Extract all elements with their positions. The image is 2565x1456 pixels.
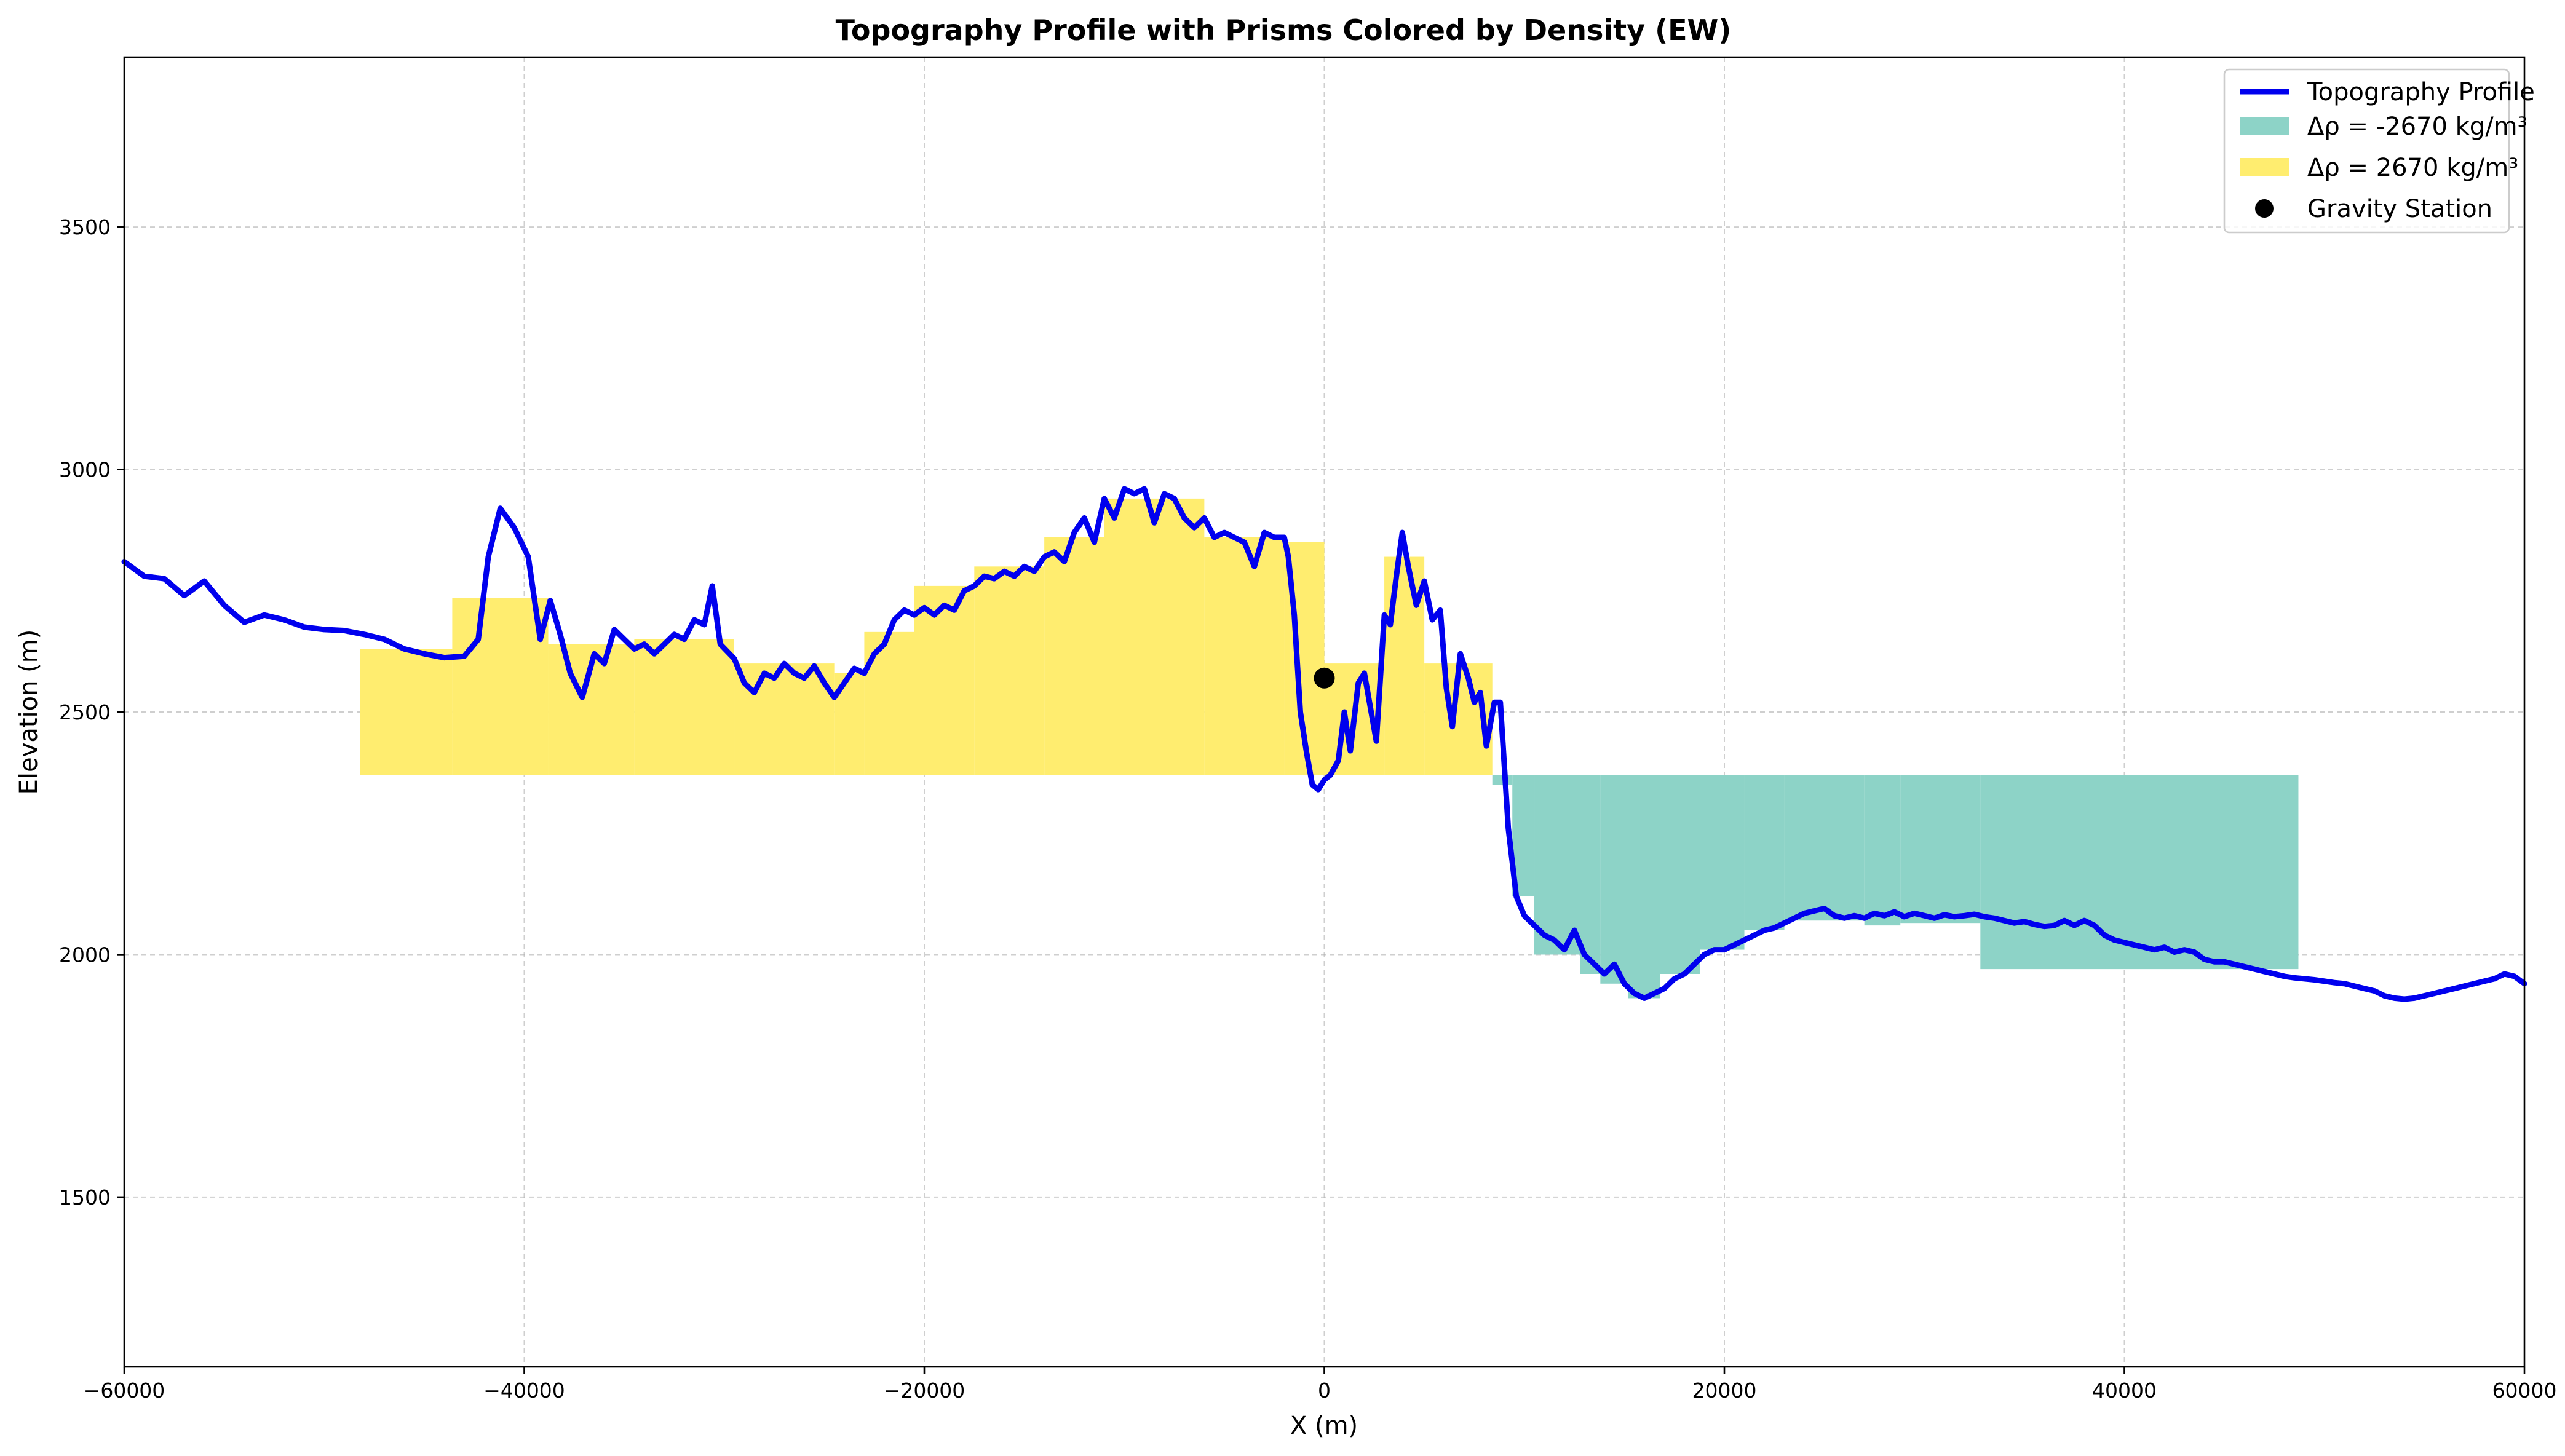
prism-negative-9 <box>1785 775 1865 921</box>
prism-positive-14 <box>1384 557 1424 775</box>
prism-positive-9 <box>1044 537 1104 775</box>
y-tick-label-0: 1500 <box>59 1185 111 1209</box>
gravity-station-point <box>1314 668 1335 689</box>
x-axis-label: X (m) <box>1290 1412 1358 1440</box>
station-layer <box>1314 668 1335 689</box>
prism-positive-0 <box>360 649 453 775</box>
legend-swatch-positive <box>2240 158 2289 176</box>
x-tick-label-0: −60000 <box>84 1379 165 1403</box>
prism-positive-8 <box>974 566 1044 775</box>
prism-positive-11 <box>1204 537 1284 775</box>
prism-negative-11 <box>1900 775 1980 924</box>
prism-negative-12 <box>1980 775 2298 970</box>
x-tick-label-2: −20000 <box>884 1379 965 1403</box>
legend-label-positive-density: Δρ = 2670 kg/m³ <box>2307 154 2518 182</box>
x-tick-label-5: 40000 <box>2092 1379 2157 1403</box>
prism-positive-3 <box>634 639 734 775</box>
prism-negative-10 <box>1865 775 1901 926</box>
prism-negative-5 <box>1628 775 1660 999</box>
legend-label-topography: Topography Profile <box>2307 78 2535 106</box>
y-axis-label: Elevation (m) <box>15 630 43 795</box>
x-tick-label-6: 60000 <box>2492 1379 2557 1403</box>
y-tick-label-2: 2500 <box>59 700 111 724</box>
prism-positive-1 <box>452 598 548 775</box>
legend-swatch-negative <box>2240 117 2289 135</box>
x-tick-label-1: −40000 <box>483 1379 565 1403</box>
legend-label-negative-density: Δρ = -2670 kg/m³ <box>2307 113 2527 141</box>
prism-positive-4 <box>734 663 835 775</box>
legend: Topography Profile Δρ = -2670 kg/m³ Δρ =… <box>2224 69 2535 232</box>
prism-positive-7 <box>914 586 975 775</box>
legend-marker-dot <box>2255 199 2274 218</box>
x-tick-label-3: 0 <box>1318 1379 1331 1403</box>
prism-negative-8 <box>1745 775 1785 930</box>
prism-negative-6 <box>1660 775 1700 974</box>
x-tick-label-4: 20000 <box>1692 1379 1757 1403</box>
prism-negative-3 <box>1580 775 1601 974</box>
prism-positive-10 <box>1104 499 1205 775</box>
y-tick-label-4: 3500 <box>59 215 111 239</box>
prism-negative-4 <box>1600 775 1628 984</box>
chart-title: Topography Profile with Prisms Colored b… <box>836 14 1732 47</box>
prism-negative-7 <box>1700 775 1745 950</box>
legend-label-gravity-station: Gravity Station <box>2307 195 2492 223</box>
y-tick-label-3: 3000 <box>59 458 111 482</box>
prism-negative-2 <box>1534 775 1580 955</box>
y-tick-label-1: 2000 <box>59 943 111 967</box>
